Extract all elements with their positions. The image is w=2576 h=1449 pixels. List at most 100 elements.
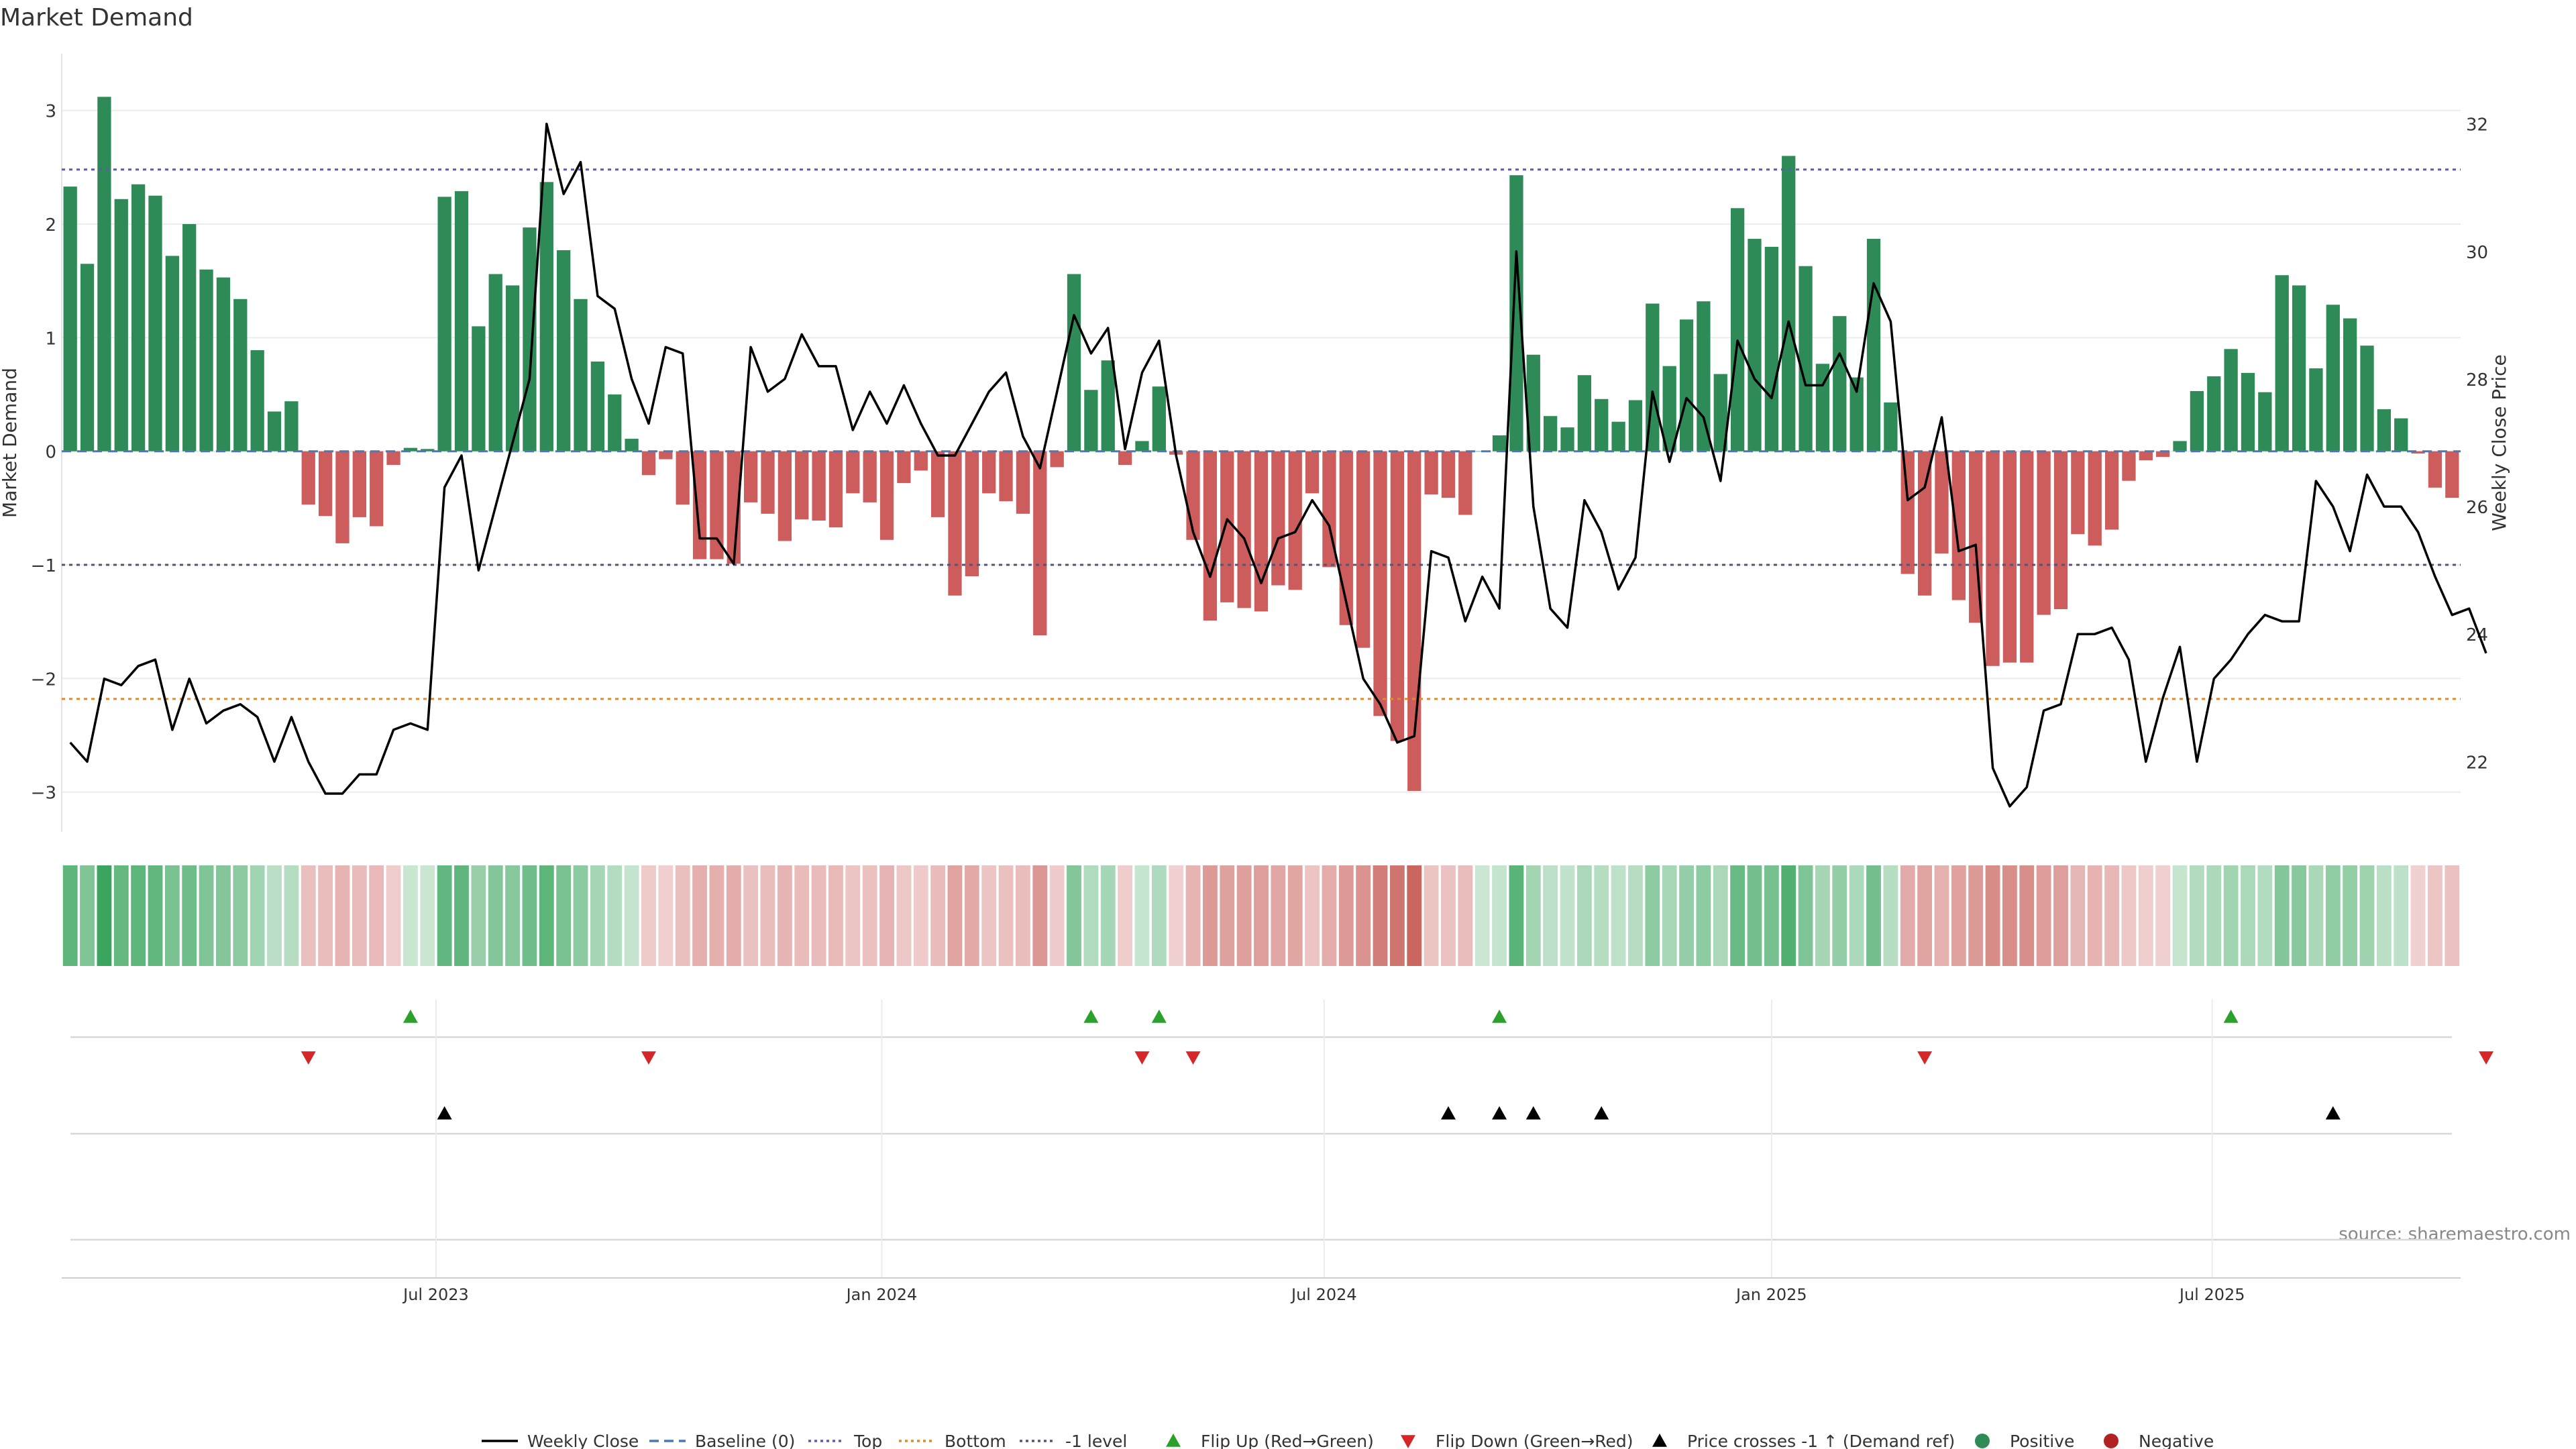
demand-bar (812, 451, 826, 521)
demand-bar (1271, 451, 1285, 586)
heat-cell (760, 865, 775, 966)
demand-bar (2275, 275, 2289, 451)
heat-cell (556, 865, 572, 966)
demand-bar (1220, 451, 1234, 602)
heat-cell (164, 865, 180, 966)
heat-cell (2002, 865, 2017, 966)
price-cross-marker (1594, 1106, 1609, 1120)
legend-swatch (1401, 1435, 1415, 1448)
heat-cell (522, 865, 537, 966)
demand-bar (1544, 416, 1558, 451)
demand-bar (1407, 451, 1421, 792)
demand-bar (1237, 451, 1251, 608)
y2-tick-label: 30 (2466, 243, 2488, 263)
price-cross-panel (70, 1106, 2452, 1241)
heat-cell (2206, 865, 2222, 966)
legend-label: Top (853, 1432, 882, 1449)
heat-cell (182, 865, 197, 966)
demand-bar (352, 451, 366, 517)
heat-cell (981, 865, 997, 966)
flip-down-marker (1134, 1051, 1150, 1065)
demand-bar (2445, 451, 2459, 498)
flip-markers-panel (70, 1010, 2494, 1065)
heat-cell (930, 865, 946, 966)
heat-cell (1713, 865, 1728, 966)
demand-bar (2122, 451, 2136, 481)
demand-bar (863, 451, 877, 502)
heat-cell (675, 865, 690, 966)
x-tick-label: Jul 2023 (402, 1285, 469, 1304)
demand-bar (131, 184, 146, 451)
demand-bar (2173, 441, 2187, 451)
heat-cell (845, 865, 861, 966)
demand-bar (370, 451, 384, 527)
heat-cell (2241, 865, 2255, 966)
demand-bar (1084, 390, 1098, 451)
heat-cell (1016, 865, 1030, 966)
demand-bar (2104, 451, 2119, 530)
demand-bar (1917, 451, 1932, 596)
demand-bar (1951, 451, 1966, 600)
demand-bar (1577, 375, 1592, 451)
heat-cell (2172, 865, 2188, 966)
heat-cell (113, 865, 129, 966)
heat-cell (1356, 865, 1371, 966)
heat-cell (2138, 865, 2153, 966)
heat-cell (539, 865, 554, 966)
legend-label: Positive (2010, 1432, 2074, 1449)
heat-cell (454, 865, 469, 966)
demand-bar (165, 256, 179, 451)
price-cross-marker (1440, 1106, 1456, 1120)
flip-up-marker (1083, 1010, 1099, 1023)
heat-cell (1424, 865, 1439, 966)
heat-cell (692, 865, 707, 966)
demand-bar (999, 451, 1013, 502)
legend-label: Negative (2139, 1432, 2214, 1449)
y-tick-label: 3 (45, 102, 56, 122)
demand-bar (608, 394, 622, 451)
heat-cell (1389, 865, 1405, 966)
demand-bar (846, 451, 860, 494)
heat-cell (1049, 865, 1065, 966)
legend-label: Price crosses -1 ↑ (Demand ref) (1687, 1432, 1955, 1449)
heat-cell (148, 865, 163, 966)
chart-title: Market Demand (0, 4, 193, 32)
heat-cell (590, 865, 605, 966)
demand-bar (1492, 435, 1507, 451)
heat-cell (1576, 865, 1592, 966)
heat-cell (777, 865, 792, 966)
heat-cell (80, 865, 95, 966)
demand-bar (2326, 305, 2340, 451)
demand-bar (2411, 451, 2425, 454)
heat-cell (1611, 865, 1626, 966)
demand-bar (1799, 266, 1813, 451)
heat-cell (641, 865, 656, 966)
demand-bar (233, 299, 248, 451)
demand-bar (1135, 441, 1149, 451)
heat-cell (386, 865, 401, 966)
demand-bar (2088, 451, 2102, 546)
heat-cell (1883, 865, 1898, 966)
heat-cell (2274, 865, 2290, 966)
demand-bar (488, 274, 502, 451)
heat-cell (879, 865, 894, 966)
heat-cell (352, 865, 367, 966)
demand-bar (1458, 451, 1472, 515)
demand-bar (523, 227, 537, 451)
heat-cell (301, 865, 316, 966)
heat-cell (2121, 865, 2137, 966)
demand-bar (1373, 451, 1387, 716)
heat-cell (998, 865, 1014, 966)
demand-bar (1254, 451, 1269, 612)
demand-bar (710, 451, 724, 559)
heat-cell (2325, 865, 2341, 966)
y-tick-label: −2 (31, 669, 56, 690)
heat-strip (62, 865, 2460, 966)
heat-cell (1968, 865, 1984, 966)
heat-cell (1203, 865, 1218, 966)
flip-up-marker (1151, 1010, 1167, 1023)
heat-cell (2343, 865, 2358, 966)
flip-down-marker (2479, 1051, 2494, 1065)
demand-bar (1935, 451, 1949, 554)
heat-cell (471, 865, 486, 966)
